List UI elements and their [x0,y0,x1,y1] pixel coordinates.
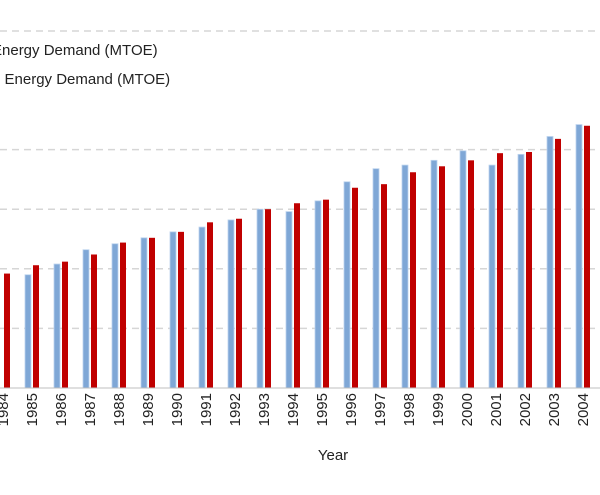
bar-series-2-1995 [323,199,329,388]
bar-series-1-1994 [285,211,293,389]
bar-series-1-1985 [24,274,32,389]
bar-series-2-1996 [352,187,358,388]
bar-series-2-1990 [178,231,184,388]
x-tick-label: 1987 [82,393,99,426]
bar-series-1-2002 [517,153,525,389]
x-axis-title: Year [318,447,348,464]
bar-series-1-1998 [401,164,409,389]
bar-series-2-1988 [120,242,126,388]
bar-series-2-2002 [526,151,532,388]
bar-series-1-1999 [430,159,438,389]
bar-series-2-1989 [149,237,155,388]
x-tick-label: 1999 [430,393,447,426]
bar-series-2-2003 [555,138,561,388]
x-tick-label: 1984 [0,393,12,426]
x-tick-label: 2002 [517,393,534,426]
bar-series-1-1993 [256,208,264,389]
bar-series-1-1990 [169,231,177,389]
bar-series-1-1988 [111,243,119,389]
bar-series-2-1984 [4,273,10,388]
bar-series-1-1991 [198,226,206,389]
bar-series-1-1986 [53,263,61,389]
x-tick-label: 2000 [459,393,476,426]
x-tick-label: 2004 [575,393,592,426]
x-tick-label: 2001 [488,393,505,426]
bar-series-1-1992 [227,219,235,389]
bar-series-1-1997 [372,168,380,389]
bar-series-2-1994 [294,203,300,388]
bar-series-1-1989 [140,237,148,389]
bar-series-2-1987 [91,254,97,388]
x-tick-label: 1997 [372,393,389,426]
bar-series-2-2001 [497,153,503,388]
bar-series-1-2004 [575,124,583,389]
x-tick-label: 1985 [24,393,41,426]
bar-series-2-1991 [207,222,213,388]
bar-series-2-2000 [468,160,474,388]
x-tick-label: 1988 [111,393,128,426]
x-tick-label: 1995 [314,393,331,426]
x-tick-label: 1990 [169,393,186,426]
x-tick-label: 1998 [401,393,418,426]
x-tick-label: 1989 [140,393,157,426]
bar-series-1-1987 [82,249,90,389]
x-tick-label: 1986 [53,393,70,426]
legend-entry-series-2: d Energy Demand (MTOE) [0,71,170,88]
bar-series-1-1996 [343,181,351,389]
bar-series-2-1999 [439,166,445,388]
x-tick-label: 1994 [285,393,302,426]
bar-series-1-1995 [314,200,322,389]
x-tick-label: 1992 [227,393,244,426]
bar-series-2-1985 [33,265,39,388]
bar-series-2-2004 [584,125,590,388]
x-tick-label: 1993 [256,393,273,426]
bar-series-2-1993 [265,209,271,388]
bar-series-2-1986 [62,261,68,388]
bar-series-2-1992 [236,218,242,388]
x-tick-label: 2003 [546,393,563,426]
legend-entry-series-1: Energy Demand (MTOE) [0,42,158,59]
bar-series-1-2000 [459,150,467,389]
bar-series-2-1998 [410,172,416,388]
bar-series-1-2001 [488,164,496,389]
x-tick-label: 1991 [198,393,215,426]
bar-series-2-1997 [381,184,387,388]
bar-series-1-2003 [546,136,554,389]
x-tick-label: 1996 [343,393,360,426]
